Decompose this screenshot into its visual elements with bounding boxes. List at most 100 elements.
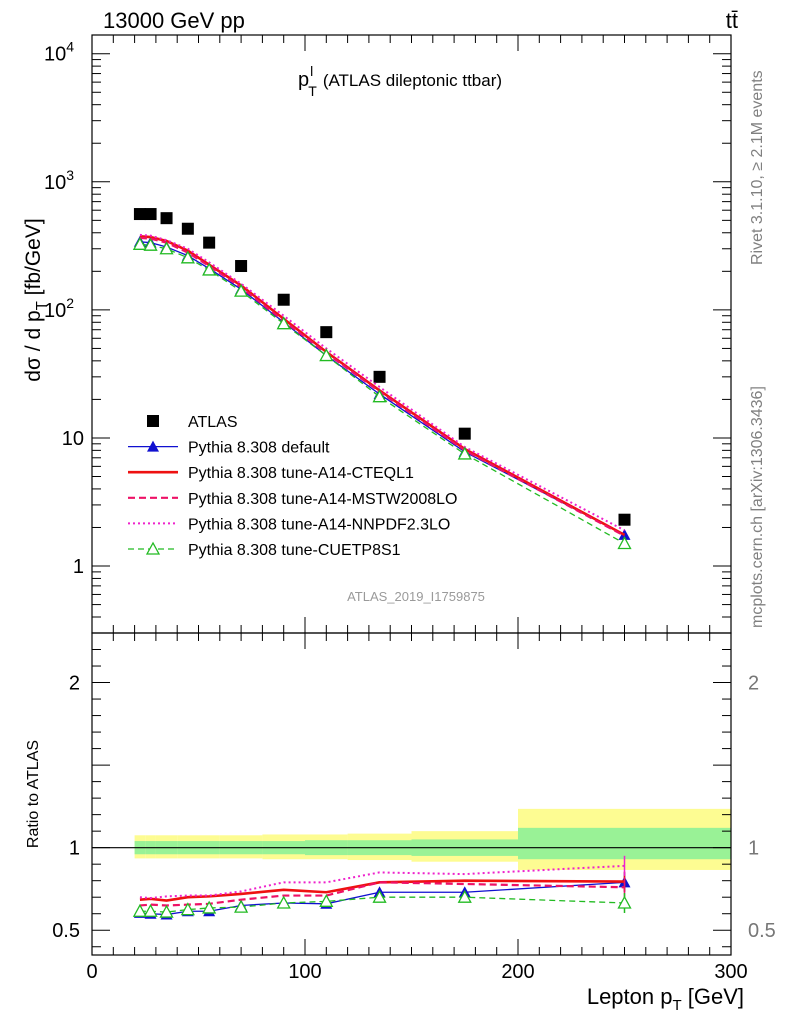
ylabel-post: [fb/GeV] (22, 218, 45, 301)
legend-label: Pythia 8.308 tune-A14-MSTW2008LO (188, 491, 457, 508)
data-point (160, 212, 173, 225)
ratio-line (139, 879, 625, 902)
legend-entry: ATLAS (147, 414, 238, 431)
ratio-y-tick-label: 0.5 (52, 920, 80, 942)
data-point (372, 389, 387, 403)
process-label: tt̄ (726, 8, 738, 33)
ratio-y-tick-label: 2 (69, 673, 80, 695)
ratio-point (132, 903, 148, 917)
data-point (320, 326, 333, 339)
legend-entry: Pythia 8.308 default (128, 440, 330, 457)
data-point (143, 237, 158, 251)
data-point (144, 208, 157, 221)
ylabel-pre: dσ / d p (22, 310, 45, 381)
ratio-point (319, 893, 334, 907)
data-point (132, 236, 148, 250)
series-4 (139, 233, 625, 532)
main-ticks (91, 35, 732, 634)
ylabel-sub: T (33, 301, 50, 310)
data-point (617, 536, 632, 550)
title-main: p (298, 69, 309, 91)
title-sup: l (310, 63, 313, 79)
data-point (159, 241, 174, 255)
data-point (618, 513, 631, 526)
title-rest: (ATLAS dileptonic ttbar) (323, 71, 502, 90)
main-y-label: dσ / d pT [fb/GeV] (22, 218, 50, 381)
series-line (139, 233, 625, 532)
y-tick-label: 1 (73, 556, 84, 578)
data-point (373, 370, 386, 383)
legend-label: Pythia 8.308 tune-A14-NNPDF2.3LO (188, 516, 450, 533)
rivet-label: Rivet 3.1.10, ≥ 2.1M events (749, 70, 766, 265)
data-point (133, 208, 146, 221)
energy-label: 13000 GeV pp (103, 8, 245, 33)
data-point (319, 348, 334, 362)
y-tick-label: 102 (44, 295, 74, 322)
ratio-line (139, 881, 625, 907)
ratio-point (180, 902, 195, 916)
ratio-series-4 (132, 889, 632, 918)
y-tick-label: 10 (62, 428, 84, 450)
main-title: pl T (ATLAS dileptonic ttbar) (298, 63, 502, 99)
ratio-point (159, 904, 174, 918)
ratio-line (139, 864, 625, 900)
ratio-y-tick-label-right: 2 (748, 673, 759, 695)
xlabel-post: [GeV] (682, 984, 744, 1009)
xlabel-pre: Lepton p (587, 984, 673, 1009)
ratio-y-tick-label: 1 (69, 838, 80, 860)
xlabel-sub: T (672, 997, 681, 1014)
data-point (181, 222, 194, 235)
ratio-panel: 0.5 0.5 1 1 2 2 0 100 200 300 Ratio to ATLAS Lep… (25, 632, 776, 1014)
legend-entry: Pythia 8.308 tune-A14-NNPDF2.3LO (128, 516, 450, 533)
ratio-point (143, 903, 158, 917)
legend-label: ATLAS (188, 414, 238, 431)
ratio-y-label: Ratio to ATLAS (25, 740, 42, 848)
data-point (277, 293, 290, 306)
y-tick-label: 104 (44, 39, 74, 66)
legend-marker (147, 440, 159, 452)
x-tick-label: 0 (86, 961, 97, 983)
legend-marker (145, 541, 161, 555)
data-point (202, 262, 217, 276)
x-tick-labels: 0 100 200 300 (86, 961, 747, 983)
legend-entry: Pythia 8.308 tune-CUETP8S1 (128, 541, 401, 559)
ratio-ticks (91, 633, 732, 955)
data-point (458, 427, 471, 440)
legend-entry: Pythia 8.308 tune-A14-MSTW2008LO (128, 491, 457, 508)
legend-label: Pythia 8.308 tune-A14-CTEQL1 (188, 465, 414, 482)
data-point (457, 446, 472, 460)
data-point (180, 250, 195, 264)
x-tick-label: 300 (714, 961, 747, 983)
ratio-point (457, 889, 472, 903)
data-point (276, 316, 291, 330)
ratio-plot-layer (92, 808, 731, 920)
x-tick-label: 100 (288, 961, 321, 983)
y-tick-label: 103 (44, 167, 74, 194)
ratio-point (617, 895, 632, 909)
legend-marker (147, 415, 159, 427)
series-5 (132, 236, 632, 550)
legend: ATLAS Pythia 8.308 default Pythia 8.308 tu… (128, 414, 457, 559)
ratio-point (234, 899, 249, 913)
uncertainty-band-inner (518, 827, 731, 860)
x-axis-label: Lepton pT [GeV] (587, 984, 744, 1014)
legend-label: Pythia 8.308 tune-CUETP8S1 (188, 542, 401, 559)
series-0 (133, 208, 631, 526)
data-point (235, 260, 248, 273)
main-y-tick-labels: 1 10 102 103 104 (44, 39, 84, 578)
ratio-point (202, 900, 217, 914)
ratio-y-tick-label-right: 0.5 (748, 920, 776, 942)
watermark: ATLAS_2019_I1759875 (347, 589, 485, 604)
data-point (234, 283, 249, 297)
ratio-point (276, 895, 291, 909)
title-sub: T (308, 83, 317, 99)
ratio-series-3 (139, 855, 626, 900)
legend-label: Pythia 8.308 default (188, 440, 330, 457)
ratio-point (372, 889, 387, 903)
main-plot-layer (132, 208, 632, 550)
x-tick-label: 200 (501, 961, 534, 983)
mcplots-label: mcplots.cern.ch [arXiv:1306.3436] (749, 386, 766, 628)
data-point (203, 236, 216, 249)
